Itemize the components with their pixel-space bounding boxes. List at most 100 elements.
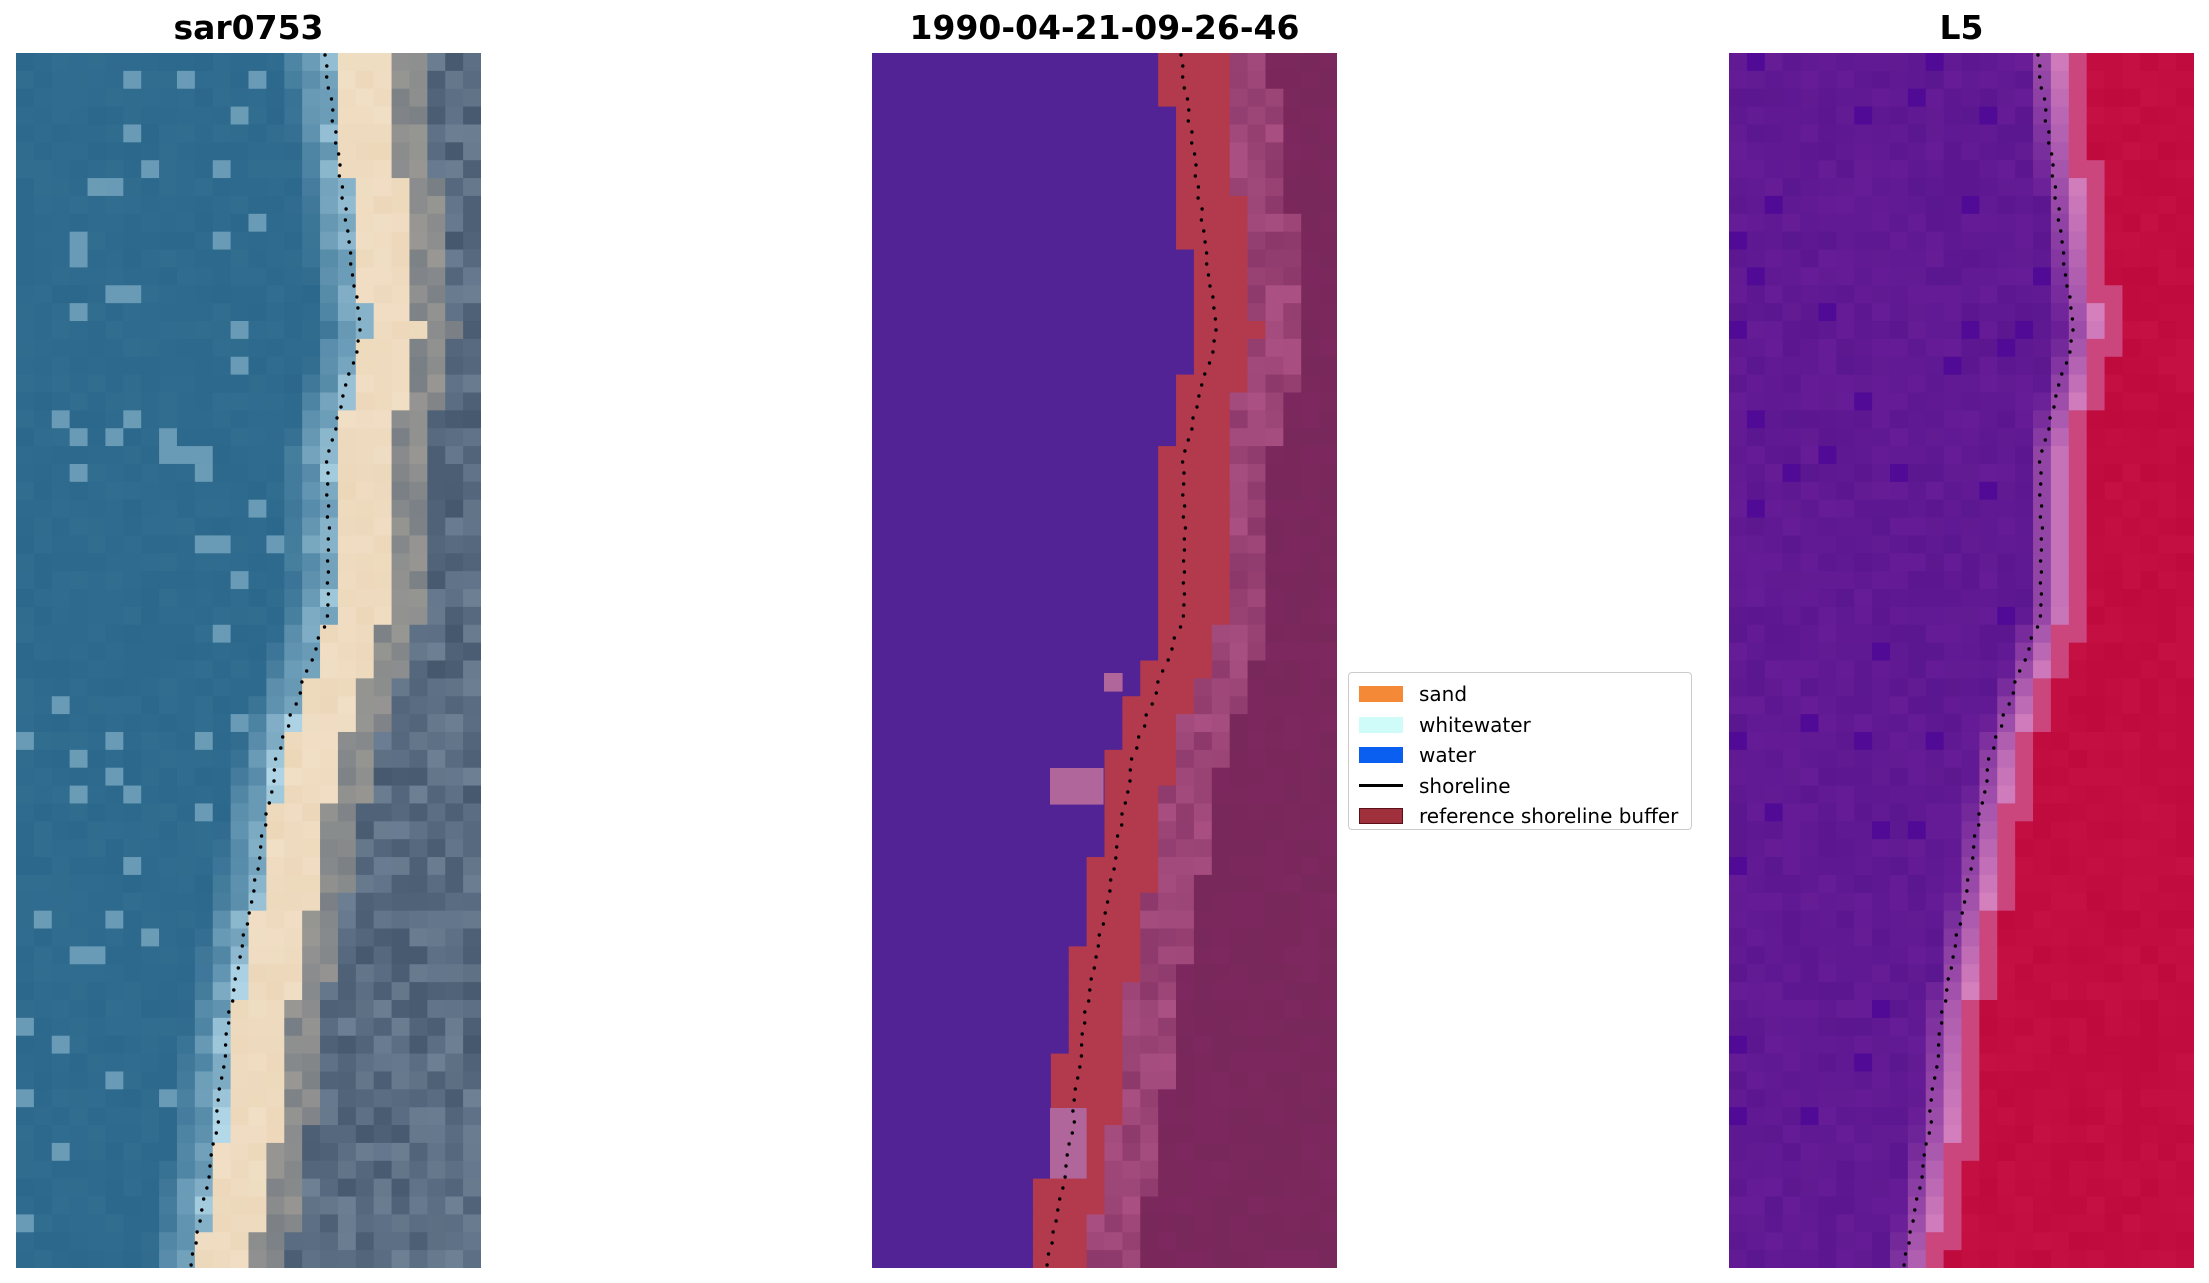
image-pixel: [266, 160, 285, 179]
class-pixel: [1015, 160, 1034, 179]
index-pixel: [2086, 767, 2106, 787]
image-pixel: [373, 446, 393, 465]
class-pixel: [1032, 624, 1052, 644]
image-pixel: [463, 696, 481, 715]
class-pixel: [1158, 1017, 1177, 1037]
image-pixel: [409, 1250, 428, 1268]
class-pixel: [907, 1178, 927, 1198]
class-pixel: [1283, 803, 1302, 822]
image-pixel: [212, 660, 232, 679]
image-pixel: [194, 982, 214, 1001]
image-pixel: [463, 1196, 481, 1215]
shoreline-point: [1182, 471, 1186, 475]
index-pixel: [2015, 285, 2034, 304]
image-pixel: [320, 142, 339, 161]
image-pixel: [105, 821, 124, 840]
image-pixel: [248, 839, 267, 858]
class-pixel: [1193, 731, 1213, 751]
class-pixel: [1319, 714, 1337, 733]
class-pixel: [1122, 1250, 1141, 1268]
shoreline-point: [1186, 438, 1190, 442]
class-pixel: [1015, 553, 1034, 572]
image-pixel: [320, 571, 339, 590]
class-pixel: [907, 785, 927, 805]
class-pixel: [1247, 231, 1267, 251]
shoreline-point: [1194, 163, 1198, 167]
index-pixel: [1943, 160, 1963, 179]
class-pixel: [1158, 428, 1177, 447]
class-pixel: [1301, 606, 1320, 626]
class-pixel: [925, 160, 945, 179]
class-pixel: [1176, 499, 1195, 519]
index-pixel: [1782, 731, 1802, 751]
class-pixel: [1050, 70, 1070, 90]
class-pixel: [961, 249, 980, 269]
class-pixel: [925, 374, 945, 394]
image-pixel: [16, 231, 35, 251]
index-pixel: [1729, 267, 1748, 286]
image-pixel: [212, 356, 232, 376]
class-pixel: [997, 1017, 1016, 1037]
class-pixel: [1211, 1035, 1231, 1055]
class-pixel: [872, 928, 891, 947]
index-pixel: [1800, 696, 1820, 715]
index-pixel: [2068, 88, 2088, 108]
class-pixel: [1176, 392, 1195, 411]
index-pixel: [2176, 499, 2194, 519]
class-pixel: [889, 589, 909, 608]
index-pixel: [1746, 231, 1766, 251]
image-pixel: [51, 160, 71, 179]
class-pixel: [1247, 892, 1267, 912]
index-pixel: [2122, 356, 2141, 376]
index-pixel: [1943, 803, 1963, 822]
image-pixel: [337, 660, 357, 679]
index-pixel: [1925, 106, 1945, 126]
image-pixel: [212, 1232, 232, 1251]
class-pixel: [961, 928, 980, 947]
index-pixel: [2015, 231, 2034, 251]
image-pixel: [69, 910, 89, 930]
index-pixel: [1997, 749, 2016, 769]
class-pixel: [1050, 195, 1070, 215]
class-pixel: [925, 1160, 945, 1180]
index-pixel: [1764, 731, 1784, 751]
class-pixel: [889, 178, 909, 197]
index-pixel: [1997, 463, 2016, 483]
image-pixel: [302, 213, 321, 233]
class-pixel: [1104, 910, 1123, 930]
image-pixel: [463, 1053, 481, 1073]
image-pixel: [69, 178, 89, 197]
shoreline-point: [352, 284, 356, 288]
class-pixel: [979, 428, 998, 447]
image-pixel: [176, 195, 196, 215]
image-pixel: [284, 428, 303, 447]
index-pixel: [2104, 231, 2124, 251]
image-pixel: [87, 1196, 107, 1215]
class-pixel: [1032, 178, 1052, 197]
image-pixel: [16, 857, 35, 876]
class-pixel: [1015, 499, 1034, 519]
index-pixel: [1961, 481, 1980, 501]
index-pixel: [1907, 839, 1927, 858]
class-pixel: [1319, 749, 1337, 769]
image-pixel: [194, 1178, 214, 1198]
image-pixel: [445, 660, 464, 679]
class-pixel: [907, 714, 927, 733]
index-pixel: [1889, 589, 1909, 608]
image-pixel: [302, 660, 321, 679]
class-pixel: [1158, 999, 1177, 1019]
shoreline-point: [1182, 548, 1187, 552]
class-pixel: [1176, 874, 1195, 894]
index-pixel: [2015, 160, 2034, 179]
image-pixel: [230, 1214, 250, 1233]
class-pixel: [872, 839, 891, 858]
index-pixel: [1997, 874, 2016, 894]
class-pixel: [1015, 714, 1034, 733]
class-pixel: [943, 785, 963, 805]
index-pixel: [1836, 642, 1855, 662]
image-pixel: [33, 767, 53, 787]
image-pixel: [427, 249, 446, 269]
index-pixel: [1764, 303, 1784, 322]
class-pixel: [997, 1089, 1016, 1108]
class-pixel: [1015, 535, 1034, 554]
